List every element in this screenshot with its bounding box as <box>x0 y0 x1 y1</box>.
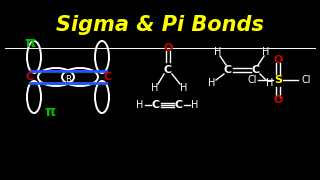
Text: π: π <box>24 36 36 50</box>
Text: H: H <box>266 78 274 88</box>
Text: O: O <box>273 95 283 105</box>
Text: H: H <box>180 83 188 93</box>
Text: H: H <box>208 78 216 88</box>
Text: O: O <box>163 43 173 53</box>
Text: C: C <box>175 100 183 110</box>
Text: C: C <box>26 72 34 82</box>
Text: H: H <box>136 100 144 110</box>
Text: S: S <box>274 75 282 85</box>
Text: Cl: Cl <box>301 75 311 85</box>
Text: H: H <box>191 100 199 110</box>
Text: B: B <box>65 75 71 84</box>
Text: π: π <box>44 105 56 119</box>
Text: Sigma & Pi Bonds: Sigma & Pi Bonds <box>56 15 264 35</box>
Text: Cl: Cl <box>247 75 257 85</box>
Text: C: C <box>104 72 112 82</box>
Text: C: C <box>152 100 160 110</box>
Text: O: O <box>273 55 283 65</box>
Text: C: C <box>252 65 260 75</box>
Text: H: H <box>262 47 270 57</box>
Text: C: C <box>164 65 172 75</box>
Text: H: H <box>214 47 222 57</box>
Text: H: H <box>151 83 159 93</box>
Text: C: C <box>224 65 232 75</box>
